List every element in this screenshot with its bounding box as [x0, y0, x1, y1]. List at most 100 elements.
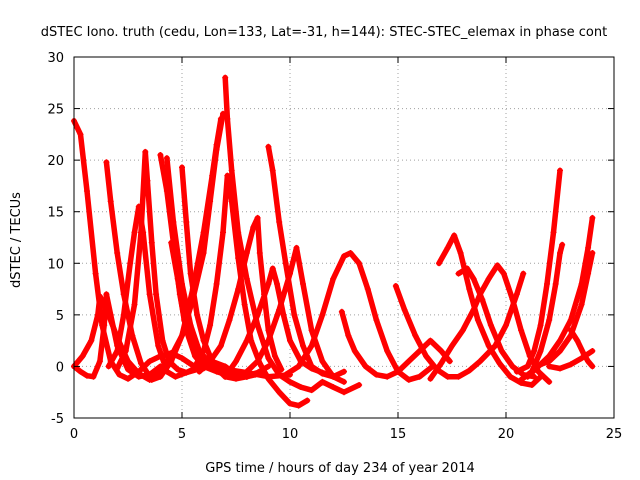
series-6: [114, 148, 207, 376]
data-point-marker: [405, 358, 412, 365]
data-point-marker: [77, 368, 84, 375]
x-tick-label: 15: [390, 427, 407, 442]
data-point-marker: [96, 293, 103, 300]
data-point-marker: [507, 373, 514, 380]
data-point-marker: [174, 366, 181, 373]
data-point-marker: [265, 375, 272, 382]
data-point-marker: [557, 337, 563, 344]
data-point-marker: [282, 260, 289, 267]
data-point-marker: [487, 322, 494, 329]
data-point-marker: [217, 366, 224, 373]
data-point-marker: [94, 311, 101, 318]
y-tick-label: 20: [47, 154, 64, 169]
data-point-marker: [550, 229, 557, 236]
data-point-marker: [557, 365, 563, 372]
data-point-marker: [438, 360, 445, 367]
data-point-marker: [531, 373, 538, 380]
data-point-marker: [567, 317, 574, 324]
data-point-marker: [105, 363, 112, 370]
data-point-marker: [187, 270, 194, 277]
data-point-marker: [444, 373, 451, 380]
data-point-marker: [101, 322, 108, 329]
data-point-marker: [557, 167, 563, 174]
data-point-marker: [295, 402, 302, 409]
data-point-marker: [107, 198, 114, 205]
data-point-marker: [183, 219, 190, 226]
data-point-marker: [224, 172, 231, 179]
data-point-marker: [544, 280, 551, 287]
data-point-marker: [254, 214, 261, 221]
data-point-marker: [88, 337, 95, 344]
series-18: [338, 308, 453, 380]
data-point-marker: [187, 337, 194, 344]
data-point-marker: [524, 373, 531, 380]
data-point-marker: [509, 296, 516, 303]
data-point-marker: [319, 311, 326, 318]
chart-title: dSTEC Iono. truth (cedu, Lon=133, Lat=-3…: [41, 25, 607, 40]
data-point-marker: [217, 342, 224, 349]
data-point-marker: [250, 224, 257, 231]
data-point-marker: [578, 301, 585, 308]
data-point-marker: [494, 262, 501, 269]
data-point-marker: [423, 353, 430, 360]
data-point-marker: [308, 342, 315, 349]
data-point-marker: [179, 164, 185, 171]
data-point-marker: [243, 368, 250, 375]
data-point-marker: [217, 115, 224, 122]
series-16: [243, 244, 347, 385]
data-point-marker: [356, 381, 363, 388]
data-point-marker: [589, 347, 596, 354]
data-point-marker: [299, 342, 306, 349]
data-point-marker: [438, 347, 445, 354]
data-point-marker: [557, 347, 563, 354]
data-point-marker: [127, 260, 134, 267]
data-point-marker: [546, 317, 553, 324]
y-tick-label: 30: [47, 51, 64, 66]
y-axis-label: dSTEC / TECUs: [9, 192, 24, 288]
series-line: [436, 232, 544, 388]
data-point-marker: [373, 371, 380, 378]
data-point-marker: [546, 358, 553, 365]
data-point-marker: [405, 376, 412, 383]
data-point-marker: [356, 260, 363, 267]
data-point-marker: [83, 372, 90, 379]
data-point-marker: [137, 229, 144, 236]
data-point-marker: [537, 361, 544, 368]
series-19: [392, 270, 527, 380]
data-point-marker: [308, 363, 315, 370]
data-point-marker: [92, 270, 99, 277]
data-point-marker: [518, 327, 525, 334]
series-13: [196, 214, 285, 375]
data-point-marker: [384, 373, 391, 380]
data-point-marker: [567, 327, 574, 334]
data-point-marker: [157, 373, 164, 380]
data-point-marker: [153, 291, 160, 298]
data-point-marker: [103, 291, 110, 298]
data-point-marker: [163, 155, 170, 162]
data-point-marker: [254, 311, 261, 318]
data-point-marker: [479, 296, 486, 303]
data-point-marker: [96, 358, 103, 365]
x-axis-label: GPS time / hours of day 234 of year 2014: [205, 461, 475, 476]
data-point-marker: [513, 368, 520, 375]
x-tick-label: 25: [606, 427, 623, 442]
data-point-marker: [168, 239, 175, 246]
data-point-marker: [330, 275, 337, 282]
data-point-marker: [226, 317, 233, 324]
data-point-marker: [351, 347, 358, 354]
data-point-marker: [537, 347, 544, 354]
data-point-marker: [559, 241, 566, 248]
data-point-marker: [207, 358, 214, 365]
data-point-marker: [341, 389, 347, 396]
x-tick-label: 0: [70, 427, 78, 442]
data-point-marker: [243, 275, 250, 282]
data-point-marker: [148, 239, 155, 246]
data-point-marker: [241, 301, 248, 308]
data-point-marker: [578, 355, 585, 362]
data-point-marker: [213, 280, 220, 287]
data-point-marker: [125, 366, 131, 373]
data-point-marker: [90, 373, 97, 380]
data-point-marker: [148, 376, 155, 383]
data-point-marker: [83, 188, 90, 195]
data-point-marker: [308, 387, 315, 394]
